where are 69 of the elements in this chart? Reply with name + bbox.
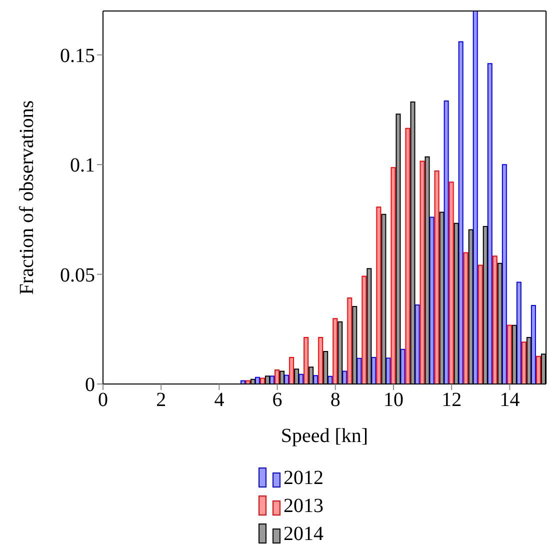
bar: [439, 212, 444, 384]
bar: [458, 41, 464, 384]
x-tick-label: 2: [156, 389, 166, 412]
bar: [410, 102, 416, 384]
bar: [521, 342, 526, 384]
bar: [478, 264, 483, 384]
bar: [530, 304, 536, 384]
x-tick-label: 4: [214, 389, 224, 412]
bar: [463, 252, 468, 384]
bar: [338, 321, 343, 384]
bar: [540, 354, 546, 384]
bar: [512, 324, 517, 384]
y-tick-label: 0.1: [70, 154, 95, 177]
bar: [400, 348, 406, 384]
bar: [536, 356, 541, 384]
y-tick-label: 0.05: [60, 264, 95, 286]
bar: [516, 282, 522, 384]
x-tick-label: 12: [442, 389, 462, 412]
x-tick-label: 14: [500, 389, 520, 412]
bar: [250, 378, 256, 384]
legend-label: 2012: [284, 466, 324, 490]
bar: [376, 206, 382, 384]
x-axis-title: Speed [kn]: [280, 425, 368, 448]
bar: [396, 114, 401, 384]
legend-label: 2014: [284, 522, 324, 546]
legend-label: 2013: [284, 494, 324, 518]
bar: [472, 11, 478, 384]
bar: [420, 160, 425, 384]
x-tick-label: 10: [383, 389, 404, 412]
bar: [347, 297, 352, 384]
bar: [506, 324, 512, 384]
bar: [366, 268, 372, 384]
bar: [289, 356, 294, 384]
y-tick-label: 0: [85, 374, 95, 396]
y-axis-title: Fraction of observations: [16, 100, 38, 295]
y-tick-label: 0.15: [60, 44, 95, 67]
bar: [448, 182, 454, 384]
bar: [414, 304, 420, 384]
bar: [265, 376, 270, 384]
bar: [454, 222, 459, 384]
x-tick-label: 8: [330, 389, 340, 412]
bar: [381, 214, 386, 384]
bar: [352, 306, 358, 384]
bar: [468, 229, 474, 384]
bar: [497, 262, 502, 384]
bar: [424, 156, 430, 384]
bar: [294, 368, 300, 384]
bar: [429, 216, 434, 384]
bar: [390, 167, 396, 384]
bar: [444, 100, 449, 384]
bar: [362, 276, 367, 384]
bar: [274, 369, 280, 384]
bar: [323, 351, 328, 384]
x-tick-label: 6: [272, 389, 282, 412]
bar: [482, 226, 488, 384]
bar: [405, 128, 410, 384]
bar: [434, 170, 440, 384]
bar: [487, 63, 492, 384]
bar: [308, 366, 314, 384]
bar: [502, 164, 507, 384]
bar: [526, 336, 532, 384]
bar: [280, 370, 285, 384]
bar: [318, 336, 324, 384]
bar: [260, 378, 266, 384]
bar: [245, 380, 250, 384]
bar: [240, 380, 246, 384]
bar: [304, 336, 309, 384]
bar: [332, 318, 338, 384]
bar: [492, 256, 498, 384]
